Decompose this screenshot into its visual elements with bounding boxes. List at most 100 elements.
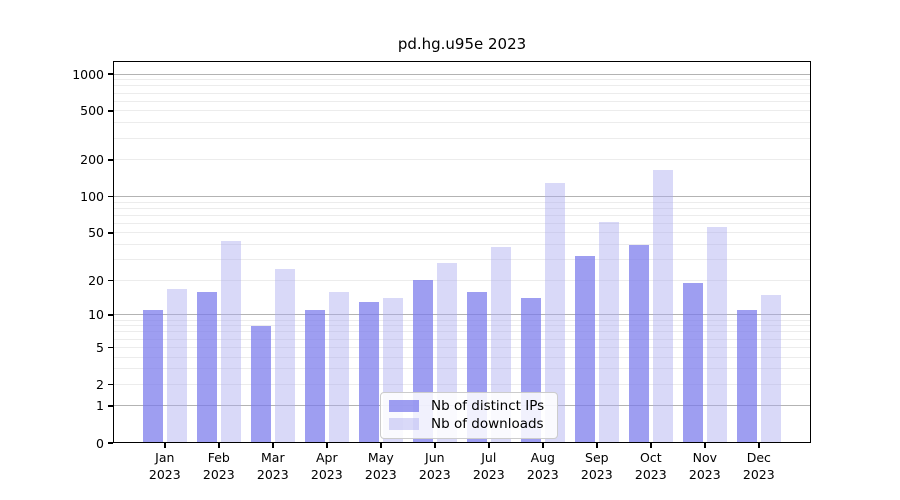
gridline-minor xyxy=(113,232,811,234)
legend: Nb of distinct IPs Nb of downloads xyxy=(380,392,559,439)
x-tick-label: Aug 2023 xyxy=(515,450,571,483)
x-axis-tick xyxy=(326,443,328,448)
x-tick-month: Sep xyxy=(585,450,609,465)
y-axis-tick xyxy=(108,314,113,316)
legend-swatch-distinct-ips xyxy=(389,400,419,412)
plot-area xyxy=(113,61,811,443)
x-axis-tick xyxy=(164,443,166,448)
bar-downloads xyxy=(598,221,619,443)
x-tick-month: Mar xyxy=(261,450,285,465)
x-tick-label: Feb 2023 xyxy=(191,450,247,483)
bar-distinct-ips xyxy=(251,325,271,443)
bar-distinct-ips xyxy=(359,302,379,443)
y-tick-label: 10 xyxy=(88,307,104,323)
x-axis-tick xyxy=(542,443,544,448)
y-tick-label: 500 xyxy=(80,103,104,119)
x-axis-tick xyxy=(380,443,382,448)
gridline-minor xyxy=(113,222,811,224)
gridline-minor xyxy=(113,346,811,348)
x-tick-label: Nov 2023 xyxy=(677,450,733,483)
chart-title: pd.hg.u95e 2023 xyxy=(397,35,527,53)
gridline-minor xyxy=(113,207,811,209)
x-tick-month: Apr xyxy=(315,450,338,465)
gridline-minor xyxy=(113,100,811,102)
gridline-minor xyxy=(113,92,811,94)
x-axis-tick xyxy=(488,443,490,448)
bar-distinct-ips xyxy=(629,244,649,443)
x-axis-tick xyxy=(650,443,652,448)
bar-downloads xyxy=(274,268,295,443)
y-axis-tick xyxy=(108,232,113,234)
gridline-minor xyxy=(113,383,811,385)
bar-downloads xyxy=(220,240,241,443)
legend-item-distinct-ips: Nb of distinct IPs xyxy=(389,398,544,414)
x-tick-year: 2023 xyxy=(526,466,559,482)
gridline-minor xyxy=(113,137,811,139)
x-tick-label: May 2023 xyxy=(353,450,409,483)
gridline-major xyxy=(113,73,811,75)
x-axis-tick xyxy=(272,443,274,448)
x-axis-tick xyxy=(596,443,598,448)
x-tick-year: 2023 xyxy=(148,466,181,482)
gridline-major xyxy=(113,314,811,316)
bar-downloads xyxy=(328,291,349,443)
y-tick-label: 0 xyxy=(96,435,104,451)
x-tick-year: 2023 xyxy=(418,466,451,482)
bar-downloads xyxy=(760,294,781,443)
gridline-minor xyxy=(113,319,811,321)
x-tick-label: Sep 2023 xyxy=(569,450,625,483)
legend-label-distinct-ips: Nb of distinct IPs xyxy=(431,398,545,414)
bar-distinct-ips xyxy=(197,291,217,443)
gridline-minor xyxy=(113,201,811,203)
x-tick-month: Feb xyxy=(207,450,230,465)
x-tick-year: 2023 xyxy=(364,466,397,482)
bar-downloads xyxy=(544,182,565,443)
gridline-minor xyxy=(113,356,811,358)
bar-distinct-ips xyxy=(737,310,757,443)
x-tick-year: 2023 xyxy=(580,466,613,482)
y-tick-label: 1 xyxy=(96,398,104,414)
x-tick-label: Jul 2023 xyxy=(461,450,517,483)
bar-distinct-ips xyxy=(575,256,595,443)
x-tick-year: 2023 xyxy=(256,466,289,482)
x-tick-label: Dec 2023 xyxy=(731,450,787,483)
legend-label-downloads: Nb of downloads xyxy=(431,416,544,432)
gridline-minor xyxy=(113,214,811,216)
y-tick-label: 50 xyxy=(88,225,104,241)
y-axis-tick xyxy=(108,110,113,112)
y-axis-tick xyxy=(108,346,113,349)
x-tick-label: Mar 2023 xyxy=(245,450,301,483)
gridline-minor xyxy=(113,331,811,333)
x-tick-month: Jul xyxy=(481,450,497,465)
x-tick-year: 2023 xyxy=(634,466,667,482)
gridline-minor xyxy=(113,159,811,161)
y-axis-tick xyxy=(108,195,113,198)
x-tick-month: Jan xyxy=(155,450,175,465)
x-tick-month: Aug xyxy=(530,450,555,465)
x-axis-tick xyxy=(758,443,760,448)
x-tick-year: 2023 xyxy=(202,466,235,482)
y-tick-label: 20 xyxy=(88,272,104,288)
bar-downloads xyxy=(652,169,673,443)
y-axis-tick xyxy=(108,442,113,444)
gridline-minor xyxy=(113,259,811,261)
x-tick-month: Jun xyxy=(425,450,445,465)
gridline-minor xyxy=(113,122,811,124)
x-tick-label: Jun 2023 xyxy=(407,450,463,483)
x-tick-label: Jan 2023 xyxy=(137,450,193,483)
gridline-minor xyxy=(113,325,811,327)
x-tick-year: 2023 xyxy=(310,466,343,482)
x-tick-label: Oct 2023 xyxy=(623,450,679,483)
x-axis-tick xyxy=(218,443,220,448)
y-tick-label: 1000 xyxy=(72,66,104,82)
x-tick-month: May xyxy=(367,450,394,465)
x-tick-year: 2023 xyxy=(472,466,505,482)
x-tick-month: Dec xyxy=(746,450,771,465)
bar-downloads xyxy=(706,227,727,443)
gridline-minor xyxy=(113,110,811,112)
bar-downloads xyxy=(166,288,187,443)
x-tick-year: 2023 xyxy=(688,466,721,482)
x-tick-month: Oct xyxy=(639,450,662,465)
gridline-major xyxy=(113,196,811,197)
